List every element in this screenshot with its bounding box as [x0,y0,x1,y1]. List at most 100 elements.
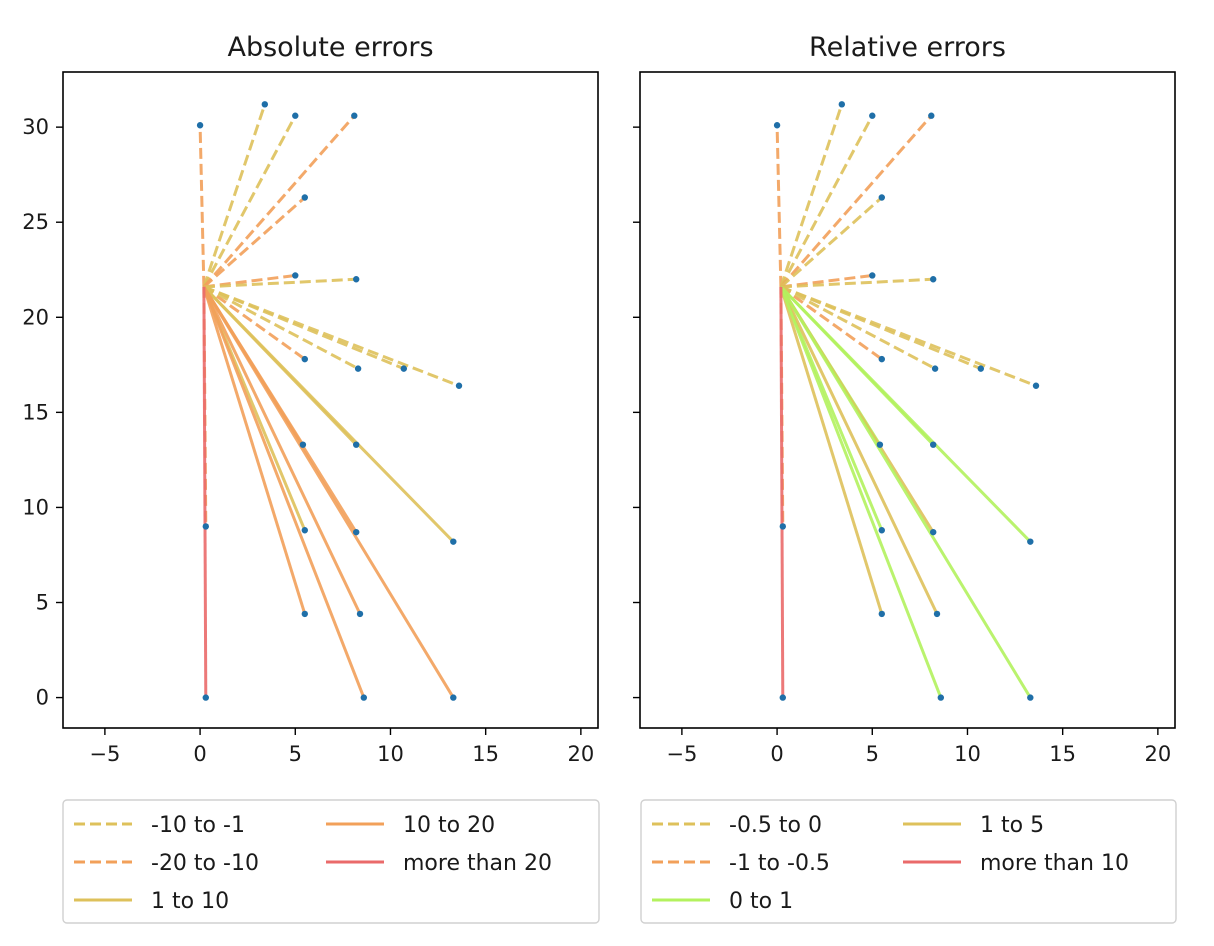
error-segment [202,286,307,615]
data-point [869,112,876,119]
y-tick-label: 30 [22,115,49,139]
data-point [292,112,299,119]
legend-label: -0.5 to 0 [729,813,822,838]
data-point [353,441,360,448]
error-segment [779,196,883,288]
x-tick-label: 5 [866,742,879,766]
data-point [1032,382,1040,389]
x-tick-label: −5 [666,742,697,766]
legend-label: 1 to 5 [980,813,1044,838]
error-segment [203,273,296,289]
data-point [196,122,204,129]
data-point [1027,538,1034,545]
y-tick-label: 10 [22,495,49,519]
data-point [931,365,939,372]
error-segment [780,277,934,289]
chart-panel-1: Absolute errors −5 0 5 10 15 20 0 5 10 15 20 25 30 -10… [22,32,600,924]
data-point [301,355,308,363]
error-segment [203,285,306,361]
error-segment [780,285,1037,388]
data-point [878,527,885,534]
error-segment [202,196,306,288]
error-segment [202,286,366,699]
x-tick-label: −5 [89,742,120,766]
data-point [301,610,308,618]
point-layer [196,101,463,701]
legend-label: 0 to 1 [729,889,793,914]
error-segment [198,125,206,287]
legend: -0.5 to 0 -1 to -0.5 0 to 1 1 to 5 more than… [640,799,1177,924]
data-point [933,610,941,618]
data-point [450,694,457,701]
data-point [455,382,463,389]
data-point [202,694,209,701]
error-segment [780,285,936,370]
error-segment [202,286,362,615]
error-segment [779,286,884,615]
data-point [930,528,937,536]
x-tick-label: 10 [377,742,404,766]
legend-label: more than 20 [403,851,552,876]
error-segment [779,286,943,699]
data-point [356,610,364,618]
error-segment [779,114,933,288]
error-segment [203,285,460,388]
x-tick-label: 15 [472,742,499,766]
data-point [928,112,935,119]
segment-layer [775,103,1037,699]
y-tick-label: 5 [36,591,49,615]
data-point [937,694,945,701]
legend-label: -10 to -1 [151,813,245,838]
y-tick-label: 20 [22,305,49,329]
x-tick-label: 20 [567,742,594,766]
error-segment [780,285,883,361]
segment-layer [198,103,460,699]
data-point [301,527,308,534]
error-segment [780,273,873,289]
data-point [292,272,299,279]
legend: -10 to -1 -20 to -10 1 to 10 10 to 20 more t… [62,799,600,924]
data-point [1027,694,1034,701]
data-point [878,194,885,201]
data-point [930,276,937,283]
error-segment [202,115,297,288]
data-point [400,365,408,372]
chart-panel-2: Relative errors −5 0 5 10 15 20 -0.5 to 0 -1 to … [633,32,1177,924]
chart-title: Relative errors [809,32,1006,63]
x-tick-label: 0 [193,742,206,766]
data-point [360,694,368,701]
axes-frame [639,71,1176,729]
legend-label: more than 10 [980,851,1129,876]
data-point [878,610,885,618]
data-point [838,101,846,108]
error-segment [202,114,356,288]
error-segment [775,125,783,287]
error-segment [779,285,1032,543]
error-segment [779,286,939,615]
data-point [869,272,876,279]
chart-title: Absolute errors [227,32,433,63]
data-point [773,122,781,129]
error-segment [779,103,844,288]
x-tick-label: 10 [954,742,981,766]
error-segment [202,286,455,699]
x-tick-label: 5 [289,742,302,766]
legend-label: -1 to -0.5 [729,851,830,876]
legend-label: 10 to 20 [403,813,495,838]
error-segment [203,285,359,370]
y-tick-label: 25 [22,210,49,234]
x-tick-label: 15 [1049,742,1076,766]
data-point [301,194,308,201]
error-segment [779,286,1032,699]
error-segment [202,286,208,698]
data-point [354,365,362,372]
axes-frame [62,71,599,729]
data-point [353,276,360,283]
error-segment [779,115,874,288]
data-point [450,538,457,545]
data-point [930,441,937,448]
y-tick-label: 15 [22,400,49,424]
data-point [878,355,885,363]
y-tick-label: 0 [36,686,49,710]
